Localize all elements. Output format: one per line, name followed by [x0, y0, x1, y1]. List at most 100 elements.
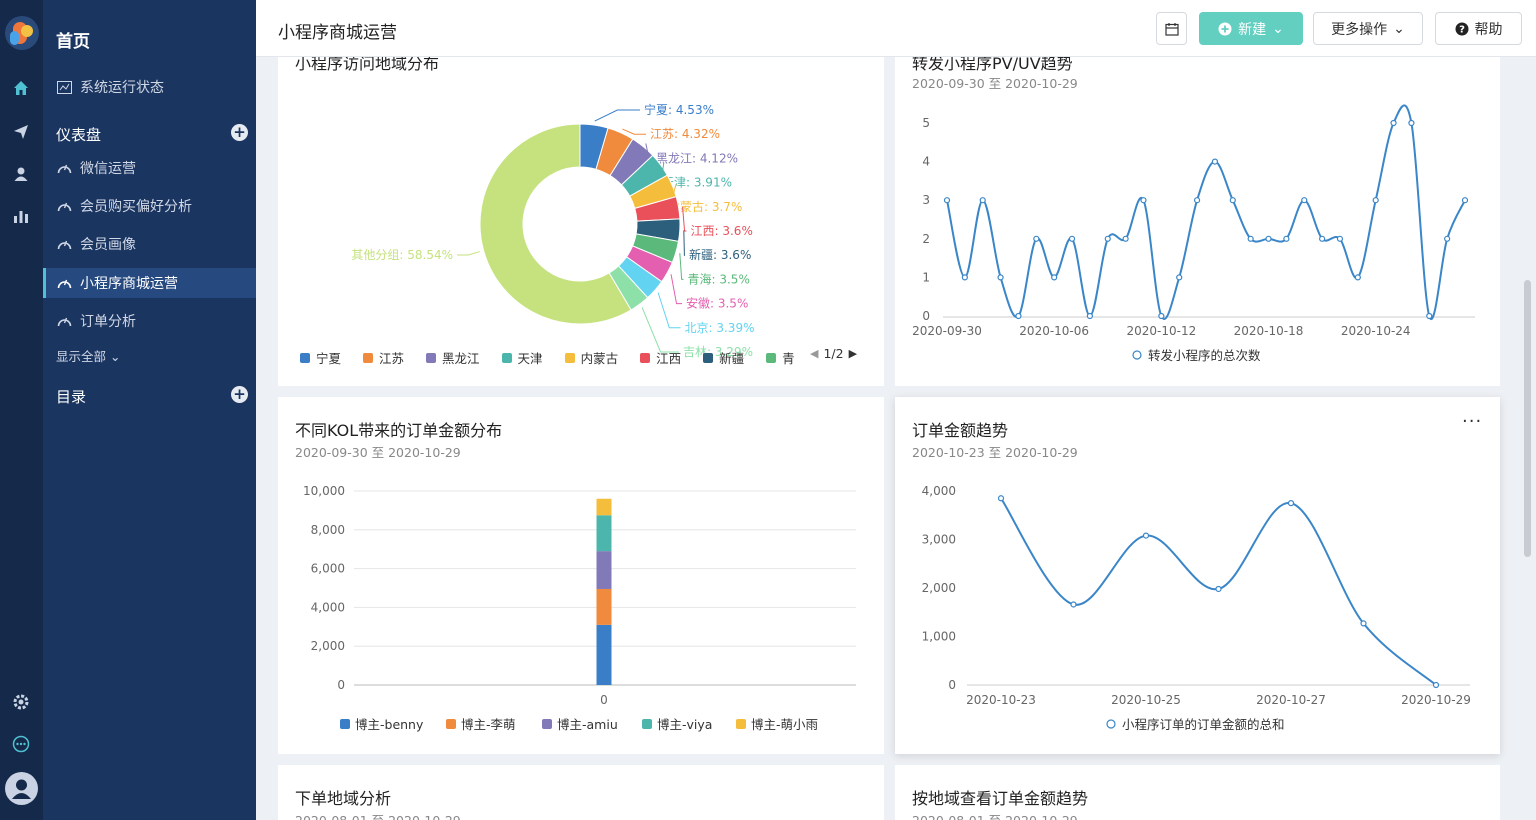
donut-label: 天津: 3.91% — [662, 176, 732, 190]
monitor-chart-icon — [57, 80, 72, 94]
data-point — [1426, 312, 1433, 320]
legend-item[interactable]: 青 — [766, 348, 795, 367]
donut-legend: 宁夏 江苏 黑龙江 天津 内蒙古 江西 新疆 青 — [300, 348, 810, 367]
data-point — [1444, 235, 1451, 242]
legend-item[interactable]: 黑龙江 — [426, 348, 480, 367]
sidebar-item-label: 小程序商城运营 — [80, 276, 178, 292]
legend-item[interactable]: 江苏 — [363, 348, 404, 367]
data-point — [1070, 601, 1077, 608]
sidebar-item-label: 会员画像 — [80, 237, 136, 253]
geo-trend-card: 按地域查看订单金额趋势 2020-08-01 至 2020-10-29 — [895, 765, 1500, 820]
new-button[interactable]: 新建 ⌄ — [1199, 12, 1303, 45]
add-catalog-icon[interactable]: + — [231, 386, 248, 403]
data-point — [997, 274, 1004, 281]
data-point — [1319, 235, 1326, 242]
add-dashboard-icon[interactable]: + — [231, 124, 248, 141]
send-icon[interactable] — [11, 122, 31, 142]
y-tick-label: 2 — [922, 232, 930, 246]
legend-label: 黑龙江 — [442, 351, 480, 366]
bar-chart-icon[interactable] — [11, 206, 31, 226]
sidebar-item-member-preference[interactable]: 会员购买偏好分析 — [43, 191, 256, 221]
data-point — [943, 197, 951, 204]
legend-swatch — [542, 719, 552, 729]
x-tick-label: 2020-10-06 — [1019, 324, 1089, 338]
bar-segment — [596, 624, 612, 685]
chevron-down-icon: ⌄ — [110, 349, 121, 364]
legend-swatch — [642, 719, 652, 729]
card-title: 按地域查看订单金额趋势 — [912, 789, 1089, 808]
sidebar-item-label: 微信运营 — [80, 161, 136, 177]
data-point — [1215, 585, 1222, 593]
page-scrollbar[interactable] — [1524, 280, 1531, 557]
legend-swatch — [766, 352, 777, 363]
donut-slice — [479, 123, 632, 325]
icon-rail — [0, 0, 43, 820]
legend-swatch — [363, 352, 374, 363]
dashboard-section-title: 仪表盘 — [56, 126, 102, 144]
x-tick-label: 0 — [600, 693, 608, 707]
gauge-icon — [57, 164, 72, 174]
sidebar-item-order-analysis[interactable]: 订单分析 — [43, 306, 256, 336]
legend-swatch — [426, 352, 437, 363]
card-subtitle: 2020-08-01 至 2020-10-29 — [912, 810, 1078, 820]
legend-label: 博主-amiu — [557, 717, 618, 732]
legend-item[interactable]: 宁夏 — [300, 348, 341, 367]
caret-left-icon[interactable]: ◀ — [810, 347, 819, 360]
legend-swatch — [640, 352, 651, 363]
card-title: 下单地域分析 — [295, 789, 392, 808]
data-point — [1283, 235, 1290, 242]
card-subtitle: 2020-09-30 至 2020-10-29 — [295, 445, 461, 460]
show-all-link[interactable]: 显示全部 ⌄ — [56, 346, 120, 365]
legend-label: 小程序订单的订单金额的总和 — [1122, 717, 1285, 732]
data-point — [1176, 274, 1183, 281]
user-icon[interactable] — [11, 164, 31, 184]
data-point — [1051, 274, 1058, 281]
donut-label-line — [457, 251, 480, 256]
card-subtitle: 2020-08-01 至 2020-10-29 — [295, 810, 461, 820]
donut-label-line — [683, 230, 685, 256]
donut-label: 黑龙江: 4.12% — [656, 151, 738, 165]
app-logo[interactable] — [5, 16, 39, 50]
donut-label-line — [657, 292, 681, 329]
sidebar-item-mini-program-mall[interactable]: 小程序商城运营 — [43, 268, 256, 298]
legend-item[interactable]: 天津 — [501, 348, 543, 367]
data-point — [1301, 197, 1308, 204]
y-tick-label: 1,000 — [922, 630, 956, 644]
legend-item[interactable]: 内蒙古 — [564, 348, 618, 367]
more-options-icon[interactable]: ··· — [1462, 411, 1483, 432]
legend-label: 新疆 — [719, 351, 745, 366]
donut-label: 吉林: 3.29% — [683, 345, 753, 359]
gear-icon[interactable] — [11, 692, 31, 712]
avatar[interactable] — [5, 772, 38, 805]
sidebar-item-member-profile[interactable]: 会员画像 — [43, 229, 256, 259]
caret-right-icon[interactable]: ▶ — [848, 347, 858, 360]
legend-item[interactable]: 新疆 — [703, 348, 744, 367]
legend-swatch — [564, 352, 575, 363]
chat-icon[interactable] — [11, 734, 31, 754]
kol-order-card: 不同KOL带来的订单金额分布 2020-09-30 至 2020-10-29 0… — [278, 397, 884, 754]
legend-label: 博主-viya — [657, 717, 712, 732]
legend-swatch — [736, 719, 746, 729]
donut-chart: 宁夏: 4.53% 江苏: 4.32% 黑龙江: 4.12% 天津: 3.91% 内蒙古… — [351, 102, 754, 359]
show-all-label: 显示全部 — [56, 349, 107, 364]
y-tick-label: 3 — [922, 193, 930, 207]
chevron-down-icon: ⌄ — [1393, 20, 1405, 37]
home-icon[interactable] — [11, 78, 31, 98]
data-point — [1360, 620, 1367, 627]
legend-label: 博主-李萌 — [461, 717, 516, 732]
more-actions-button[interactable]: 更多操作 ⌄ — [1313, 12, 1423, 45]
order-line-chart: 0 1,000 2,000 3,000 4,000 2020-10-23 2020-10-2… — [922, 484, 1471, 732]
sidebar-home[interactable]: 首页 — [56, 32, 90, 52]
data-point — [997, 495, 1005, 502]
legend-label: 宁夏 — [316, 351, 342, 366]
legend-item[interactable]: 江西 — [640, 348, 681, 367]
sidebar-item-system-status[interactable]: 系统运行状态 — [43, 72, 256, 102]
help-button[interactable]: ? 帮助 — [1435, 12, 1522, 45]
plus-circle-icon — [1218, 22, 1232, 35]
sidebar-item-wechat[interactable]: 微信运营 — [43, 153, 256, 183]
donut-label-line — [641, 307, 679, 353]
donut-label-line — [622, 128, 646, 135]
new-button-label: 新建 — [1238, 21, 1267, 38]
date-picker-button[interactable] — [1156, 12, 1187, 45]
kol-stacked-bar-chart: 0 2,000 4,000 6,000 8,000 10,000 0 博主-benny 博主-李… — [303, 484, 856, 732]
